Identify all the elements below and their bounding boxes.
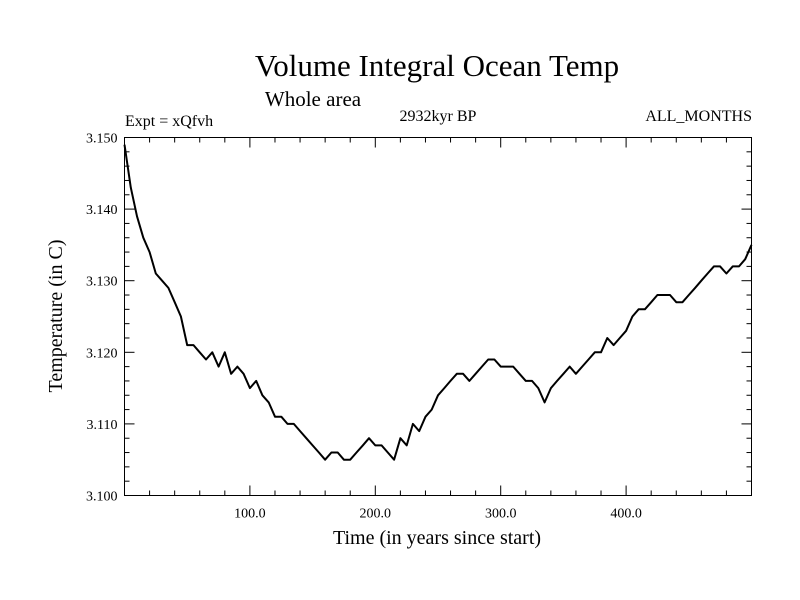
- period-label: 2932kyr BP: [400, 108, 477, 125]
- y-tick-label: 3.130: [86, 275, 118, 290]
- x-axis-label: Time (in years since start): [333, 527, 541, 549]
- series-line: [123, 144, 753, 461]
- experiment-label: Expt = xQfvh: [125, 113, 213, 130]
- y-tick-label: 3.120: [86, 346, 118, 361]
- months-label: ALL_MONTHS: [645, 108, 752, 125]
- chart-title: Volume Integral Ocean Temp: [255, 48, 619, 83]
- plot-frame: [124, 137, 752, 496]
- x-tick-label: 200.0: [360, 507, 392, 522]
- y-axis-label: Temperature (in C): [45, 240, 67, 393]
- axis-tick-labels: 100.0 200.0 300.0 400.0 3.100 3.110 3.120 3.130…: [86, 132, 642, 522]
- x-tick-label: 100.0: [234, 507, 266, 522]
- y-tick-label: 3.110: [87, 418, 118, 433]
- y-tick-label: 3.140: [86, 203, 118, 218]
- x-tick-label: 300.0: [485, 507, 517, 522]
- chart-subtitle: Whole area: [265, 87, 362, 111]
- axis-ticks: [124, 137, 752, 496]
- x-tick-label: 400.0: [610, 507, 642, 522]
- y-tick-label: 3.150: [86, 132, 118, 147]
- y-tick-label: 3.100: [86, 490, 118, 505]
